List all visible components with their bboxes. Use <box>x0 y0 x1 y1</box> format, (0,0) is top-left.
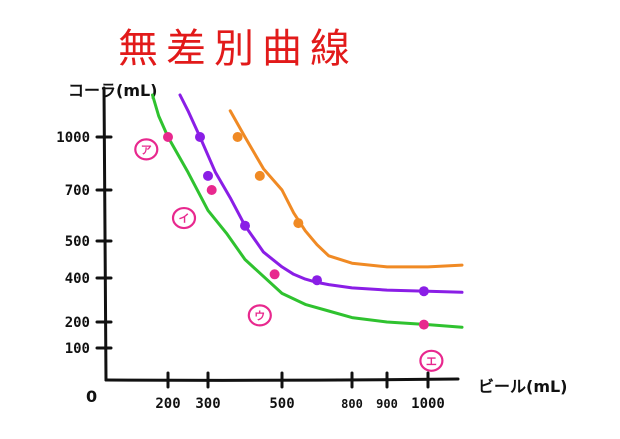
x-tick-label: 1000 <box>411 396 445 412</box>
annotation-circle <box>171 206 197 230</box>
y-tick-label: 700 <box>65 183 90 199</box>
annotation-label: イ <box>179 212 190 225</box>
curve-point <box>203 170 213 181</box>
chart-title: 無差別曲線 <box>118 26 358 72</box>
y-axis-line <box>102 86 108 382</box>
annotation-circle <box>419 349 444 372</box>
curves <box>151 93 464 329</box>
x-tick-label: 500 <box>269 396 294 412</box>
x-tick-label: 300 <box>195 396 220 412</box>
y-tick-label: 500 <box>65 234 90 250</box>
curve-point <box>269 269 280 280</box>
curve-point <box>418 319 429 330</box>
curve-point <box>254 170 265 181</box>
x-tick-label: 800 <box>341 397 363 411</box>
curve-point <box>240 220 250 231</box>
curve-point <box>293 218 304 229</box>
x-tick-label: 900 <box>376 397 398 411</box>
annotation-label: エ <box>426 355 437 368</box>
curve-point <box>418 286 429 297</box>
points <box>163 132 429 330</box>
x-ticks: 200 300 500 800 900 1000 <box>155 371 445 412</box>
y-ticks: 1000 700 500 400 200 100 <box>56 130 113 357</box>
y-tick-label: 400 <box>65 271 90 287</box>
y-axis-label: コーラ(mL) <box>68 81 158 100</box>
annotation-circle <box>134 138 159 161</box>
annotation-label: ウ <box>254 309 265 322</box>
curve-point <box>206 185 217 195</box>
curve-point <box>195 132 205 142</box>
y-tick-label: 1000 <box>56 130 90 146</box>
point-annotation: ウ <box>247 304 272 327</box>
indifference-curve-1 <box>151 93 464 329</box>
indifference-curve-3 <box>228 109 464 269</box>
annotation-label: ア <box>141 143 152 156</box>
curve-point <box>232 132 243 142</box>
annotation-circle <box>247 304 272 327</box>
curve-point <box>163 132 173 142</box>
indifference-curve-2 <box>178 93 464 294</box>
curve-point <box>312 275 322 286</box>
axes <box>102 86 460 382</box>
x-tick-label: 200 <box>155 396 180 412</box>
point-annotation: ア <box>134 138 159 161</box>
point-annotation: エ <box>419 349 444 372</box>
origin-label: 0 <box>86 387 97 406</box>
y-tick-label: 100 <box>65 341 90 357</box>
y-tick-label: 200 <box>65 315 90 331</box>
x-axis-label: ビール(mL) <box>478 377 568 396</box>
point-annotation: イ <box>171 206 197 230</box>
